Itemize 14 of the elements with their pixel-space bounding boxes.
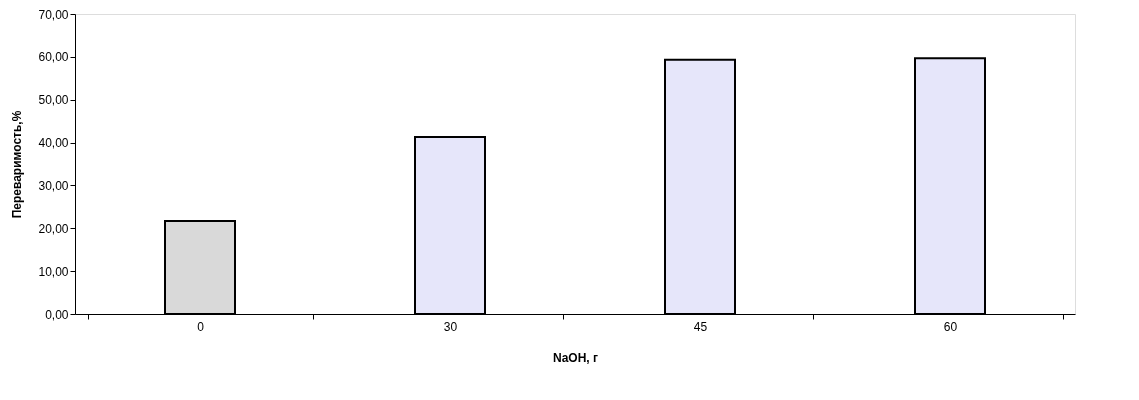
y-tick-label: 30,00 (38, 178, 69, 193)
x-tick-label: 0 (197, 319, 205, 334)
y-tick-label: 50,00 (38, 93, 69, 108)
y-tick-label: 10,00 (38, 264, 69, 279)
y-axis-title: Переваримость,% (10, 110, 25, 219)
y-tick-label: 40,00 (38, 136, 69, 151)
y-tick-label: 60,00 (38, 50, 69, 65)
y-tick-label: 0,00 (45, 307, 69, 322)
x-tick-label: 30 (443, 319, 458, 334)
x-axis-title: NaOH, г (552, 350, 599, 365)
x-tick-label: 45 (693, 319, 708, 334)
x-tick-label: 60 (943, 319, 958, 334)
y-tick-label: 70,00 (38, 7, 69, 22)
y-tick-label: 20,00 (38, 221, 69, 236)
